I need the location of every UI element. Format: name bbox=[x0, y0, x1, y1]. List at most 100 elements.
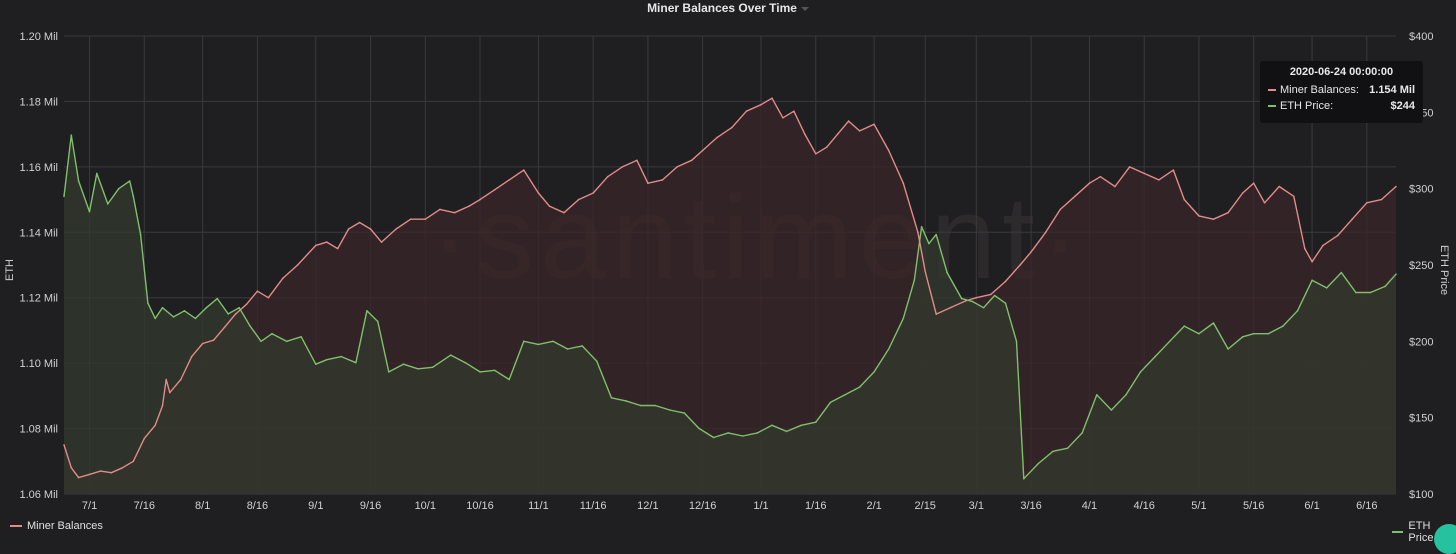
data-point-miner-balances bbox=[424, 218, 427, 220]
data-point-eth-price bbox=[161, 306, 164, 309]
data-point-eth-price bbox=[132, 195, 135, 198]
y-tick-label-left: 1.16 Mil bbox=[19, 162, 58, 174]
data-point-eth-price bbox=[315, 363, 317, 366]
data-point-miner-balances bbox=[1099, 175, 1102, 178]
data-point-miner-balances bbox=[548, 205, 551, 207]
data-point-eth-price bbox=[77, 180, 80, 182]
x-tick-label: 5/16 bbox=[1243, 500, 1264, 512]
data-point-eth-price bbox=[96, 172, 98, 175]
x-tick-label: 1/16 bbox=[805, 500, 826, 512]
data-point-miner-balances bbox=[1227, 211, 1229, 214]
data-point-eth-price bbox=[1015, 340, 1018, 343]
data-point-miner-balances bbox=[1088, 182, 1091, 184]
data-point-miner-balances bbox=[1252, 182, 1255, 184]
tooltip-date: 2020-06-24 00:00:00 bbox=[1289, 66, 1394, 78]
data-point-eth-price bbox=[902, 317, 905, 320]
data-point-miner-balances bbox=[468, 205, 470, 207]
data-point-miner-balances bbox=[771, 97, 773, 99]
data-point-eth-price bbox=[88, 210, 91, 213]
data-point-miner-balances bbox=[745, 110, 748, 112]
x-tick-label: 9/16 bbox=[360, 500, 381, 512]
chevron-down-icon[interactable] bbox=[800, 6, 809, 11]
data-point-eth-price bbox=[552, 340, 554, 343]
data-point-miner-balances bbox=[563, 211, 565, 214]
data-point-eth-price bbox=[1139, 371, 1142, 373]
data-point-miner-balances bbox=[77, 476, 80, 479]
data-point-miner-balances bbox=[731, 126, 733, 129]
data-point-eth-price bbox=[1241, 336, 1244, 338]
hover-tooltip: 2020-06-24 00:00:00 Miner Balances: 1.15… bbox=[1260, 61, 1423, 123]
data-point-eth-price bbox=[935, 233, 937, 236]
data-point-miner-balances bbox=[1004, 280, 1007, 283]
data-point-miner-balances bbox=[380, 241, 383, 243]
data-point-miner-balances bbox=[439, 208, 441, 211]
data-point-miner-balances bbox=[924, 270, 926, 273]
data-point-miner-balances bbox=[1366, 202, 1368, 204]
y-tick-label-right: $200 bbox=[1409, 336, 1433, 348]
data-point-eth-price bbox=[139, 233, 142, 236]
data-point-eth-price bbox=[1212, 322, 1215, 324]
y-tick-label-right: $250 bbox=[1409, 260, 1433, 272]
data-point-miner-balances bbox=[256, 290, 259, 293]
data-point-eth-price bbox=[523, 340, 525, 343]
data-point-miner-balances bbox=[917, 231, 919, 234]
data-point-miner-balances bbox=[606, 175, 609, 178]
data-point-miner-balances bbox=[537, 192, 540, 194]
help-chat-button[interactable] bbox=[1434, 524, 1456, 554]
data-point-miner-balances bbox=[825, 146, 828, 148]
legend-item-miner-balances[interactable]: Miner Balances bbox=[10, 520, 103, 532]
data-point-eth-price bbox=[464, 361, 467, 364]
x-tick-label: 10/1 bbox=[415, 500, 436, 512]
data-point-miner-balances bbox=[154, 424, 156, 427]
data-point-miner-balances bbox=[358, 221, 361, 224]
data-point-miner-balances bbox=[815, 153, 817, 155]
data-point-eth-price bbox=[249, 325, 251, 327]
data-point-miner-balances bbox=[336, 247, 339, 250]
data-point-eth-price bbox=[1311, 279, 1313, 282]
chart-title-wrap[interactable]: Miner Balances Over Time bbox=[0, 0, 1456, 16]
data-point-miner-balances bbox=[234, 313, 237, 315]
data-point-eth-price bbox=[920, 226, 923, 228]
x-tick-label: 2/15 bbox=[915, 500, 936, 512]
data-point-miner-balances bbox=[70, 467, 73, 469]
data-point-eth-price bbox=[450, 354, 452, 356]
data-point-eth-price bbox=[581, 345, 583, 347]
y-axis-title-left: ETH bbox=[4, 259, 16, 281]
data-point-miner-balances bbox=[165, 378, 167, 381]
data-point-miner-balances bbox=[716, 136, 718, 139]
data-point-eth-price bbox=[1154, 355, 1156, 358]
data-point-eth-price bbox=[285, 340, 288, 343]
data-point-miner-balances bbox=[409, 218, 412, 220]
data-point-miner-balances bbox=[296, 264, 299, 266]
y-tick-label-left: 1.20 Mil bbox=[19, 31, 58, 43]
data-point-eth-price bbox=[971, 300, 974, 303]
data-point-eth-price bbox=[107, 203, 109, 205]
data-point-miner-balances bbox=[621, 166, 624, 168]
data-point-miner-balances bbox=[201, 342, 204, 345]
data-point-miner-balances bbox=[63, 444, 65, 446]
data-point-eth-price bbox=[596, 360, 598, 363]
data-point-eth-price bbox=[683, 412, 686, 414]
data-point-eth-price bbox=[271, 332, 273, 335]
x-tick-label: 8/1 bbox=[195, 500, 210, 512]
data-point-miner-balances bbox=[1128, 166, 1131, 168]
data-point-miner-balances bbox=[1380, 198, 1383, 201]
data-point-eth-price bbox=[1183, 325, 1186, 327]
data-point-eth-price bbox=[1023, 477, 1025, 480]
data-point-miner-balances bbox=[1198, 215, 1200, 217]
x-tick-label: 12/1 bbox=[637, 500, 658, 512]
x-tick-label: 6/1 bbox=[1304, 500, 1319, 512]
data-point-eth-price bbox=[183, 310, 186, 312]
data-point-miner-balances bbox=[1395, 185, 1397, 188]
data-point-miner-balances bbox=[760, 103, 762, 106]
data-point-eth-price bbox=[756, 432, 759, 434]
data-point-eth-price bbox=[493, 369, 496, 372]
axes: 1.06 Mil 1.08 Mil 1.10 Mil 1.12 Mil 1.14 Mil… bbox=[4, 31, 1450, 512]
data-point-miner-balances bbox=[326, 241, 328, 243]
data-point-eth-price bbox=[698, 427, 700, 430]
data-point-eth-price bbox=[1325, 287, 1328, 289]
data-point-miner-balances bbox=[1212, 218, 1215, 220]
data-point-eth-price bbox=[785, 430, 788, 433]
data-point-miner-balances bbox=[1322, 244, 1324, 247]
data-point-miner-balances bbox=[493, 189, 496, 191]
